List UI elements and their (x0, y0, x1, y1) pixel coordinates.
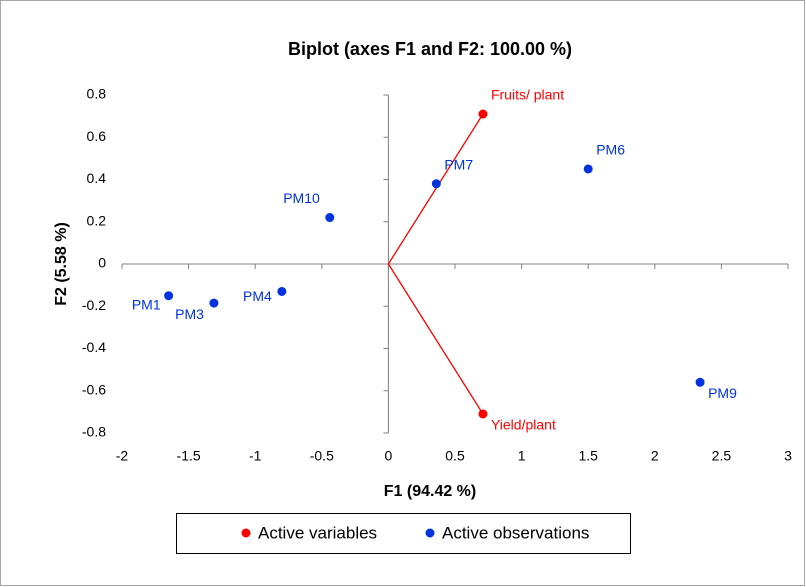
point (277, 286, 287, 296)
y-tick-label: 0.8 (87, 86, 107, 102)
point (478, 109, 488, 119)
point (164, 291, 174, 301)
point-label: PM7 (444, 156, 473, 172)
point (695, 377, 705, 387)
x-tick-label: -1.5 (177, 448, 201, 464)
point (583, 164, 593, 174)
y-tick-label: -0.6 (82, 381, 106, 397)
point (325, 213, 335, 223)
x-tick-label: -0.5 (310, 448, 334, 464)
point-label: PM10 (283, 190, 320, 206)
y-tick-label: -0.4 (82, 339, 106, 355)
point (431, 179, 441, 189)
point-label: PM4 (243, 288, 272, 304)
legend-label: Active variables (258, 523, 377, 542)
point-label: PM6 (596, 142, 625, 158)
y-tick-label: 0.6 (87, 128, 107, 144)
x-axis-title: F1 (94.42 %) (384, 483, 476, 500)
y-tick-label: -0.2 (82, 297, 106, 313)
point-label: Fruits/ plant (491, 87, 564, 103)
point (209, 298, 219, 308)
y-tick-label: 0.4 (87, 170, 107, 186)
x-tick-label: 1.5 (578, 448, 598, 464)
x-tick-label: 0.5 (445, 448, 465, 464)
x-tick-label: 0 (385, 448, 393, 464)
y-tick-label: -0.8 (82, 424, 106, 440)
variable-vector (387, 263, 484, 415)
y-tick-label: 0.2 (87, 212, 107, 228)
variable-vector (387, 113, 484, 265)
chart-title: Biplot (axes F1 and F2: 100.00 %) (288, 39, 572, 59)
x-tick-label: 2 (651, 448, 659, 464)
point-label: Yield/plant (491, 417, 556, 433)
point-label: PM3 (175, 306, 204, 322)
x-tick-label: -1 (249, 448, 262, 464)
legend-box (176, 513, 631, 554)
x-tick-label: 1 (518, 448, 526, 464)
x-tick-label: -2 (116, 448, 129, 464)
x-tick-label: 2.5 (712, 448, 732, 464)
y-axis-title: F2 (5.58 %) (53, 222, 70, 306)
legend-label: Active observations (442, 523, 589, 542)
y-tick-label: 0 (98, 255, 106, 271)
x-tick-label: 3 (784, 448, 792, 464)
legend-marker (241, 528, 251, 538)
point (478, 409, 488, 419)
point-label: PM1 (132, 296, 161, 312)
legend-marker (425, 528, 435, 538)
point-label: PM9 (708, 385, 737, 401)
